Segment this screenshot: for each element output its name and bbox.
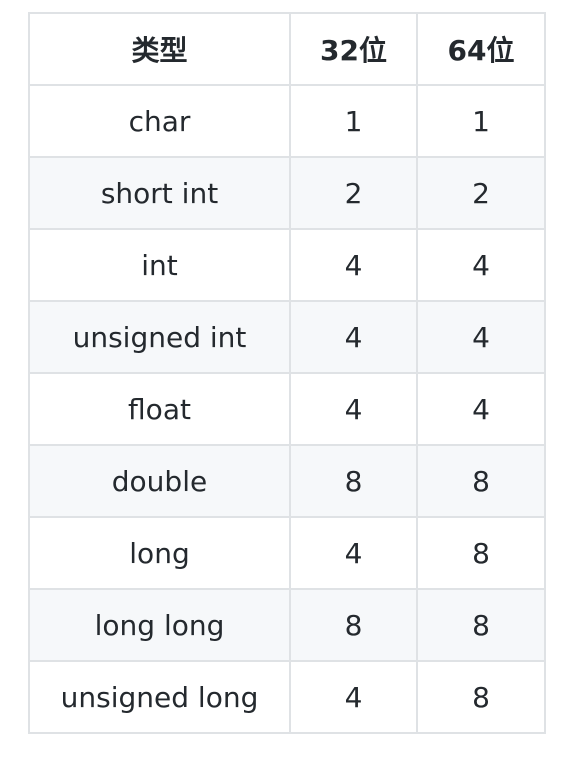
table-row: float 4 4 [28, 372, 546, 446]
type-size-table: 类型 32位 64位 char 1 1 short int 2 2 int 4 … [28, 12, 546, 734]
cell-32bit: 8 [289, 444, 418, 518]
table-row: double 8 8 [28, 444, 546, 518]
cell-64bit: 2 [416, 156, 546, 230]
cell-32bit: 4 [289, 300, 418, 374]
table-row: int 4 4 [28, 228, 546, 302]
cell-64bit: 4 [416, 228, 546, 302]
cell-type: float [28, 372, 291, 446]
header-type: 类型 [28, 12, 291, 86]
cell-64bit: 8 [416, 516, 546, 590]
table-row: char 1 1 [28, 84, 546, 158]
header-row: 类型 32位 64位 [28, 12, 546, 86]
cell-32bit: 8 [289, 588, 418, 662]
cell-32bit: 4 [289, 228, 418, 302]
cell-type: short int [28, 156, 291, 230]
table-row: unsigned int 4 4 [28, 300, 546, 374]
table-header: 类型 32位 64位 [28, 12, 546, 86]
cell-type: unsigned long [28, 660, 291, 734]
table-row: long 4 8 [28, 516, 546, 590]
cell-32bit: 4 [289, 660, 418, 734]
cell-64bit: 8 [416, 660, 546, 734]
table-row: short int 2 2 [28, 156, 546, 230]
cell-type: char [28, 84, 291, 158]
cell-type: int [28, 228, 291, 302]
cell-32bit: 4 [289, 372, 418, 446]
cell-32bit: 4 [289, 516, 418, 590]
table-row: unsigned long 4 8 [28, 660, 546, 734]
cell-64bit: 8 [416, 444, 546, 518]
header-32bit: 32位 [289, 12, 418, 86]
cell-type: unsigned int [28, 300, 291, 374]
cell-type: long long [28, 588, 291, 662]
cell-64bit: 4 [416, 372, 546, 446]
cell-64bit: 8 [416, 588, 546, 662]
cell-32bit: 1 [289, 84, 418, 158]
cell-32bit: 2 [289, 156, 418, 230]
table-row: long long 8 8 [28, 588, 546, 662]
cell-type: long [28, 516, 291, 590]
header-64bit: 64位 [416, 12, 546, 86]
cell-64bit: 4 [416, 300, 546, 374]
type-size-table-container: 类型 32位 64位 char 1 1 short int 2 2 int 4 … [28, 12, 546, 734]
cell-64bit: 1 [416, 84, 546, 158]
table-body: char 1 1 short int 2 2 int 4 4 unsigned … [28, 84, 546, 734]
cell-type: double [28, 444, 291, 518]
